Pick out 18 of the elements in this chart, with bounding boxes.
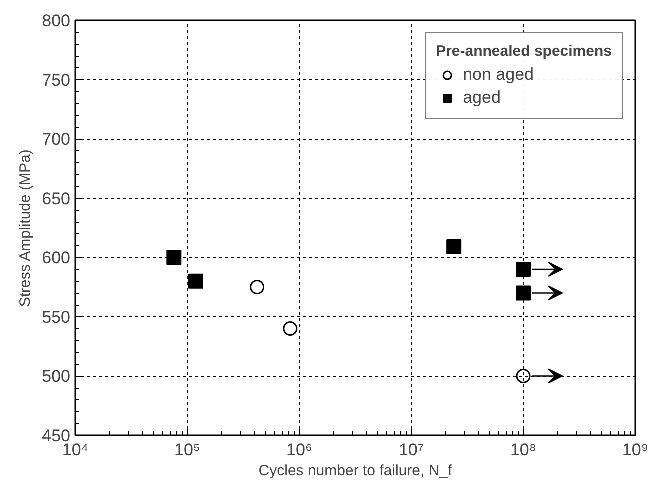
legend-title: Pre-annealed specimens	[436, 43, 612, 60]
y-tick-label: 500	[42, 367, 71, 386]
x-axis-title: Cycles number to failure, N_f	[258, 462, 454, 480]
x-tick-label: 10⁸	[510, 440, 537, 460]
y-tick-label: 700	[42, 130, 71, 150]
y-tick-label: 550	[42, 308, 71, 327]
y-tick-label: 750	[42, 70, 71, 90]
y-tick-label: 650	[42, 189, 71, 208]
x-tick-label: 10⁴	[62, 440, 89, 460]
y-tick-label: 800	[42, 12, 71, 30]
x-tick-label: 10⁷	[398, 440, 424, 460]
x-tick-label: 10⁹	[622, 440, 649, 460]
y-tick-label: 600	[42, 248, 71, 268]
legend-label: aged	[463, 88, 501, 108]
y-axis-title: Stress Amplitude (MPa)	[17, 150, 34, 308]
x-tick-label: 10⁵	[174, 440, 200, 460]
x-tick-label: 10⁶	[286, 440, 312, 460]
legend-label: non aged	[463, 65, 534, 85]
